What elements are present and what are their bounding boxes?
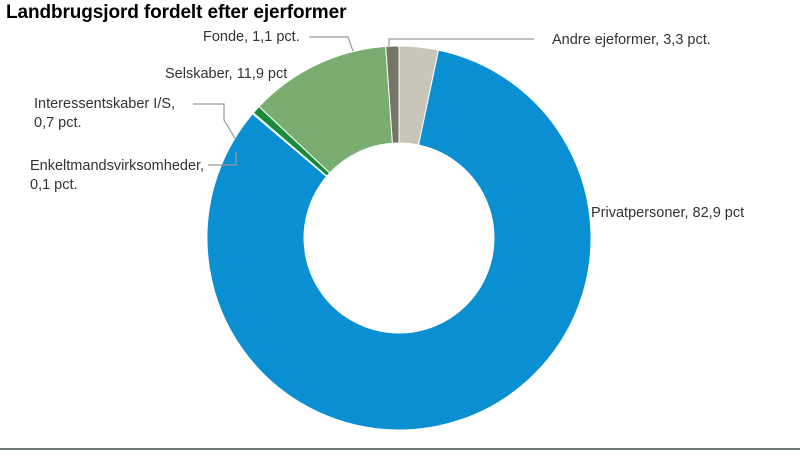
leader-line-interessentskaber-i-s [193, 103, 237, 141]
label-fonde: Fonde, 1,1 pct. [203, 29, 300, 45]
leader-line-andre-ejeformer [388, 38, 534, 48]
slice-fonde [385, 45, 400, 144]
label-interessentskaber-i-s-line-2: 0,7 pct. [34, 115, 82, 131]
label-enkeltmandsvirksomheder-line-1: Enkeltmandsvirksomheder, [30, 158, 204, 174]
leader-lines [193, 36, 534, 166]
bottom-rule [0, 448, 800, 450]
label-andre-ejeformer: Andre ejeformer, 3,3 pct. [552, 32, 711, 48]
leader-line-fonde [309, 36, 354, 52]
donut-slices [206, 45, 592, 431]
label-privatpersoner: Privatpersoner, 82,9 pct [591, 205, 744, 221]
label-selskaber: Selskaber, 11,9 pct [165, 66, 287, 82]
leader-line-enkeltmandsvirksomheder [208, 152, 237, 166]
slice-labels: Andre ejeformer, 3,3 pct. Privatpersoner,… [30, 29, 744, 221]
chart-title: Landbrugsjord fordelt efter ejerformer [6, 2, 347, 23]
label-interessentskaber-i-s-line-1: Interessentskaber I/S, [34, 96, 175, 112]
label-enkeltmandsvirksomheder-line-2: 0,1 pct. [30, 177, 78, 193]
slice-privatpersoner [206, 49, 592, 431]
